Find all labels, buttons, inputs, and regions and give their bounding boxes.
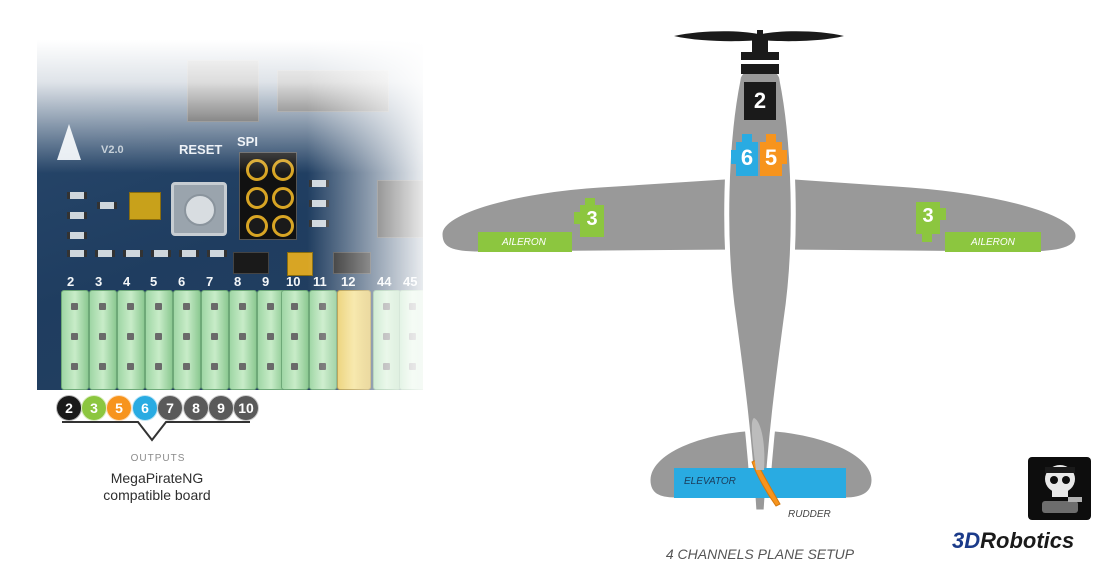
right-aileron [945,232,1041,252]
left-aileron-label: AILERON [502,237,546,248]
channel-6-number: 6 [740,145,754,170]
outputs-bracket [62,421,250,442]
fuselage [724,64,796,515]
motor-cowl-band [741,60,779,64]
channel-5-tab [781,150,787,164]
left-aileron-servo [580,205,604,237]
output-dot: 8 [183,395,209,421]
channel-6-tab [731,150,737,164]
channel-5-ear [766,134,776,143]
left-aileron-channel: 3 [586,208,598,230]
motor-channel-number: 2 [753,88,767,113]
channel-6-ear [742,134,752,143]
elevator-label: ELEVATOR [684,476,736,487]
rudder-label: RUDDER [788,509,831,520]
channel-6-box [736,142,758,176]
left-aileron-servo-tab [574,212,582,224]
skull-icon [1042,465,1082,513]
right-aileron-label: AILERON [971,237,1015,248]
motor-channel-box [744,82,776,120]
right-aileron-servo [916,202,940,234]
brand-prefix: 3D [952,528,981,553]
brand-logo: 3DRobotics [952,528,1074,554]
left-aileron-servo-horn [585,198,595,206]
left-aileron [478,232,572,252]
right-aileron-servo-tab [938,208,946,220]
board-caption-line2: compatible board [103,487,211,503]
output-dot: 2 [56,395,82,421]
board-caption-line1: MegaPirateNG [110,470,204,486]
setup-caption: 4 CHANNELS PLANE SETUP [665,546,855,562]
spinner [752,40,768,54]
propeller-hub [757,30,763,44]
channel-5-number: 5 [764,145,778,170]
pirate-logo [1028,457,1091,520]
rudder [751,459,781,507]
outputs-label: OUTPUTS [130,453,186,464]
vertical-fin [751,418,765,470]
output-dot: 7 [157,395,183,421]
right-aileron-servo-horn [922,234,932,242]
channel-5-box [760,142,782,176]
output-dot: 10 [233,395,259,421]
output-dot: 3 [81,395,107,421]
right-aileron-channel: 3 [922,205,934,227]
output-dot: 5 [106,395,132,421]
brand-name: Robotics [980,528,1075,553]
